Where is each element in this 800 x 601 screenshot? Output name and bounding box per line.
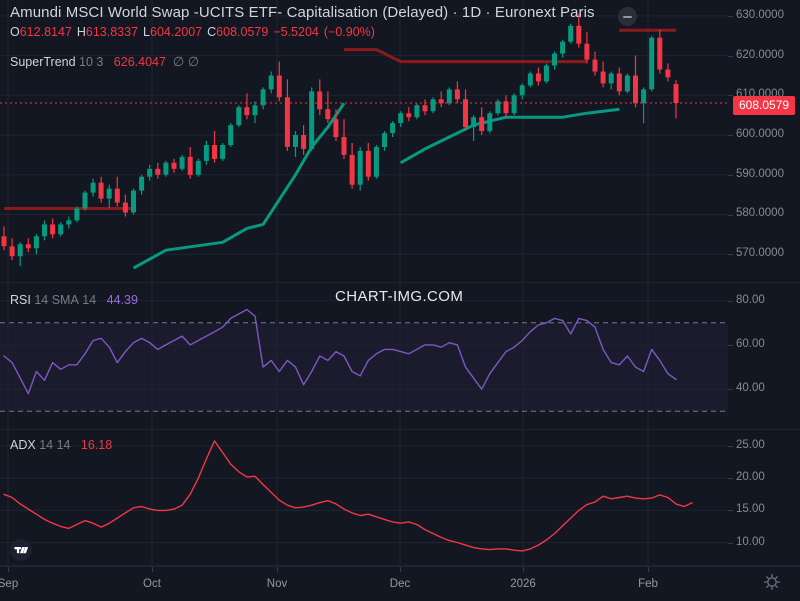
price-axis-tick [728,174,733,176]
price-axis-tick [728,15,733,17]
rsi-axis-tick [728,389,733,391]
adx-axis-tick [728,510,733,512]
last-price-badge[interactable]: 608.0579 [733,96,796,116]
pane-divider-price-rsi [0,282,800,283]
price-axis-tick [728,214,733,216]
price-axis[interactable]: 630.0000 620.0000 610.0000 600.0000 590.0000… [728,0,800,282]
time-axis-tick [277,567,278,572]
price-axis-tick [728,135,733,136]
price-axis-label: 580.0000 [736,207,784,220]
ohlc-row: O612.8147 H613.8337 L604.2007 C608.0579 −5.5… [10,25,595,40]
change-value: −5.5204 [273,25,319,39]
rsi-sma-args: 14 [82,293,97,307]
pane-divider-rsi-adx [0,429,800,430]
chart-legend-header: Amundi MSCI World Swap -UCITS ETF- Capit… [10,4,595,40]
tradingview-logo-icon[interactable] [10,539,32,561]
price-axis-tick [728,254,733,256]
price-axis-label: 600.0000 [736,128,784,141]
close-value: 608.0579 [216,25,269,39]
time-axis-tick [400,567,401,572]
rsi-axis-label: 80.00 [736,293,765,306]
time-axis-label: Oct [143,578,161,590]
rsi-args: 14 [34,293,49,307]
time-axis-label: 2026 [510,578,536,590]
collapse-pane-button[interactable] [618,7,637,26]
pane-divider-adx-time [0,565,800,566]
open-value: 612.8147 [19,25,72,39]
time-axis[interactable]: Sep Oct Nov Dec 2026 Feb [0,566,800,601]
adx-axis-label: 25.00 [736,439,765,452]
time-axis-tick [8,567,9,572]
price-axis-tick [728,55,733,57]
symbol-title[interactable]: Amundi MSCI World Swap -UCITS ETF- Capit… [10,4,595,21]
open-key: O [10,25,20,39]
minus-icon [623,16,632,18]
close-key: C [207,25,217,39]
time-axis-label: Feb [638,578,658,590]
price-axis-tick [728,95,733,97]
adx-legend[interactable]: ADX 14 14 16.18 [10,438,112,453]
rsi-axis-label: 60.00 [736,337,765,350]
high-value: 613.8337 [85,25,139,39]
time-axis-tick [648,567,649,572]
rsi-pane[interactable] [0,283,728,429]
time-axis-label: Dec [389,578,411,590]
rsi-axis-tick [728,344,733,346]
adx-axis-label: 20.00 [736,471,765,484]
price-axis-label: 630.0000 [736,8,784,21]
rsi-value: 44.39 [106,293,138,307]
indicator-settings-icon[interactable]: ∅ [187,54,200,69]
time-axis-tick [152,567,153,572]
adx-label: ADX [10,438,36,452]
high-key: H [76,25,86,39]
adx-axis-tick [728,478,733,480]
rsi-axis-tick [728,300,733,302]
rsi-label: RSI [10,293,31,307]
adx-axis-tick [728,446,733,448]
time-axis-tick [523,567,524,572]
rsi-axis-label: 40.00 [736,382,765,395]
gear-icon[interactable] [762,572,782,592]
supertrend-label: SuperTrend [10,55,76,69]
adx-axis-label: 10.00 [736,535,765,548]
adx-value: 16.18 [80,438,113,452]
change-percent: (−0.90%) [323,25,375,39]
hide-indicator-icon[interactable]: ∅ [172,54,185,69]
price-axis-label: 590.0000 [736,167,784,180]
adx-axis[interactable]: 25.00 20.00 15.00 10.00 [728,430,800,565]
supertrend-args: 10 3 [79,55,104,69]
price-axis-label: 620.0000 [736,48,784,61]
price-axis-label: 570.0000 [736,247,784,260]
watermark: CHART-IMG.COM [335,288,464,305]
low-value: 604.2007 [150,25,203,39]
time-axis-label: Sep [0,578,19,590]
rsi-legend[interactable]: RSI 14 SMA 14 44.39 [10,293,138,308]
rsi-sma-label: SMA [51,293,79,307]
rsi-plot [0,283,728,429]
time-axis-label: Nov [266,578,288,590]
price-pane[interactable] [0,0,728,282]
adx-args: 14 14 [39,438,71,452]
supertrend-value: 626.4047 [113,55,166,69]
supertrend-legend[interactable]: SuperTrend 10 3 626.4047 ∅ ∅ [10,54,199,70]
adx-axis-label: 15.00 [736,503,765,516]
price-axis-label: 610.0000 [736,88,784,101]
price-plot [0,0,728,282]
adx-plot [0,430,728,565]
adx-axis-tick [728,542,733,544]
low-key: L [143,25,150,39]
rsi-axis[interactable]: 80.00 60.00 40.00 [728,283,800,429]
adx-pane[interactable] [0,430,728,565]
